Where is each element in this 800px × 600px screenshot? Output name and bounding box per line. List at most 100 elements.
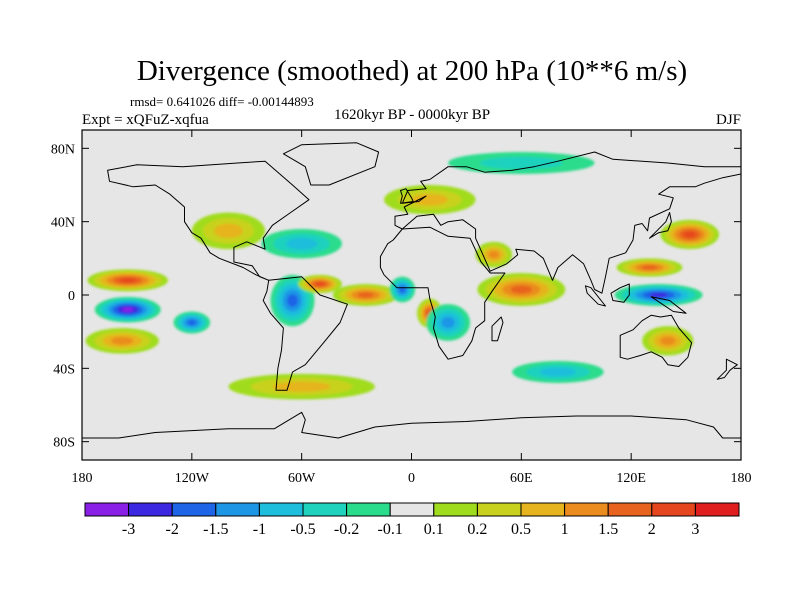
- feature-east-pacific-maximum: [87, 269, 169, 292]
- colorbar-bin: [476, 502, 522, 517]
- season-label: DJF: [716, 112, 741, 128]
- coastline-japan: [649, 212, 672, 239]
- coastline-south-america: [262, 276, 348, 391]
- colorbar-label: -0.1: [378, 521, 403, 538]
- feature-north-atlantic-minimum: [261, 229, 342, 259]
- colorbar: -3 -2 -1.5 -1 -0.5 -0.2 -0.1 0.1 0.2 0.5 1 1.5 2 3: [84, 502, 740, 538]
- feature-equatorial-atlantic-maximum: [332, 284, 399, 306]
- contour-level: [121, 307, 134, 312]
- coastlines: [82, 142, 741, 439]
- chart-title: Divergence (smoothed) at 200 hPa (10**6 …: [137, 55, 687, 87]
- coastline-new-guinea: [650, 296, 687, 314]
- colorbar-bin: [215, 502, 260, 517]
- contour-level: [187, 319, 197, 326]
- contour-level: [357, 292, 374, 298]
- colorbar-label: 0.5: [511, 521, 531, 538]
- y-tick-label: 80S: [53, 436, 75, 451]
- colorbar-label: -0.2: [334, 521, 359, 538]
- contour-level: [539, 367, 576, 377]
- contour-level: [641, 265, 658, 270]
- colorbar-bin: [520, 502, 566, 517]
- colorbar-bin: [607, 502, 653, 517]
- contour-level: [479, 156, 563, 170]
- map-plot-area: 180 120W 60W 0 60E 120E 180 80N 40N 0 40S 80S: [51, 129, 752, 486]
- contour-level: [214, 223, 243, 239]
- feature-australia-maximum: [642, 326, 694, 356]
- colorbar-label: -1: [253, 521, 266, 538]
- coastline-africa: [379, 226, 506, 360]
- feature-north-pacific-maximum: [660, 219, 720, 250]
- coastline-borneo: [610, 283, 630, 303]
- coastline-antarctica: [82, 411, 741, 439]
- contour-level: [285, 237, 318, 250]
- contour-level: [411, 193, 448, 206]
- x-tick-label: 120E: [616, 471, 646, 486]
- coastline-north-america: [107, 160, 310, 281]
- colorbar-bin: [258, 502, 304, 517]
- colorbar-label: 3: [691, 521, 699, 538]
- colorbar-label: -2: [166, 521, 179, 538]
- x-tick-label: 180: [72, 471, 93, 486]
- contour-level: [683, 231, 696, 238]
- colorbar-bin: [389, 502, 435, 517]
- colorbar-bin: [694, 502, 740, 517]
- feature-arctic-minimum: [448, 152, 595, 174]
- feature-indian-ocean-maximum: [477, 273, 566, 306]
- colorbar-label: 2: [648, 521, 656, 538]
- y-tick-label: 40S: [53, 362, 75, 377]
- feature-southern-ocean-maximum: [228, 373, 375, 400]
- colorbar-bin: [84, 502, 130, 517]
- colorbar-bin: [651, 502, 696, 517]
- feature-west-africa-minimum: [389, 276, 416, 303]
- divergence-field: [85, 152, 720, 400]
- colorbar-label: -3: [122, 521, 135, 538]
- coastline-uk: [400, 188, 414, 204]
- y-tick-label: 0: [68, 289, 75, 304]
- contour-level: [510, 285, 533, 294]
- feature-tropical-pacific-minimum: [94, 296, 161, 323]
- feature-arabia-maximum: [475, 241, 513, 268]
- y-tick-label: 80N: [51, 142, 75, 157]
- feature-europe-maximum: [384, 185, 476, 215]
- colorbar-bin: [433, 502, 478, 517]
- contour-level: [660, 336, 676, 346]
- coastline-madagascar: [491, 316, 504, 342]
- coastline-australia: [619, 314, 693, 367]
- x-tick-label: 60W: [288, 471, 316, 486]
- colorbar-bin: [346, 502, 391, 517]
- period-label: 1620kyr BP - 0000kyr BP: [334, 107, 490, 123]
- colorbar-bin: [564, 502, 609, 517]
- stats-label: rmsd= 0.641026 diff= -0.00144893: [130, 94, 314, 109]
- feature-central-pacific-minimum: [173, 311, 211, 334]
- feature-southern-indian-minimum: [512, 361, 604, 383]
- contour-level: [287, 294, 298, 307]
- contour-level: [119, 278, 137, 283]
- colorbar-label: -1.5: [203, 521, 228, 538]
- x-tick-label: 120W: [175, 471, 210, 486]
- coastline-new-zealand: [716, 358, 738, 380]
- colorbar-label: 1: [561, 521, 569, 538]
- axis-ticks: 180 120W 60W 0 60E 120E 180 80N 40N 0 40S 80S: [51, 130, 752, 486]
- feature-north-atlantic-maximum: [298, 274, 342, 294]
- colorbar-label: 0.1: [424, 521, 444, 538]
- colorbar-label: 0.2: [467, 521, 487, 538]
- contour-level: [649, 292, 668, 298]
- contour-level: [111, 336, 134, 345]
- contour-level: [315, 282, 325, 286]
- feature-south-pacific-maximum: [85, 328, 159, 354]
- feature-west-pacific-maximum: [616, 258, 683, 277]
- x-tick-label: 60E: [510, 471, 533, 486]
- y-tick-label: 40N: [51, 216, 75, 231]
- coastline-eurasia: [394, 151, 741, 294]
- coastline-greenland: [282, 142, 380, 186]
- coastline-sumatra: [584, 285, 606, 307]
- feature-north-america-maximum: [191, 212, 266, 250]
- colorbar-bin: [302, 502, 348, 517]
- contour-level: [488, 250, 500, 259]
- feature-southern-africa-minimum: [426, 304, 471, 341]
- feature-amazon-minimum: [270, 274, 315, 327]
- colorbar-bin: [171, 502, 217, 517]
- experiment-label: Expt = xQFuZ-xqfua: [82, 112, 209, 128]
- x-tick-label: 0: [408, 471, 415, 486]
